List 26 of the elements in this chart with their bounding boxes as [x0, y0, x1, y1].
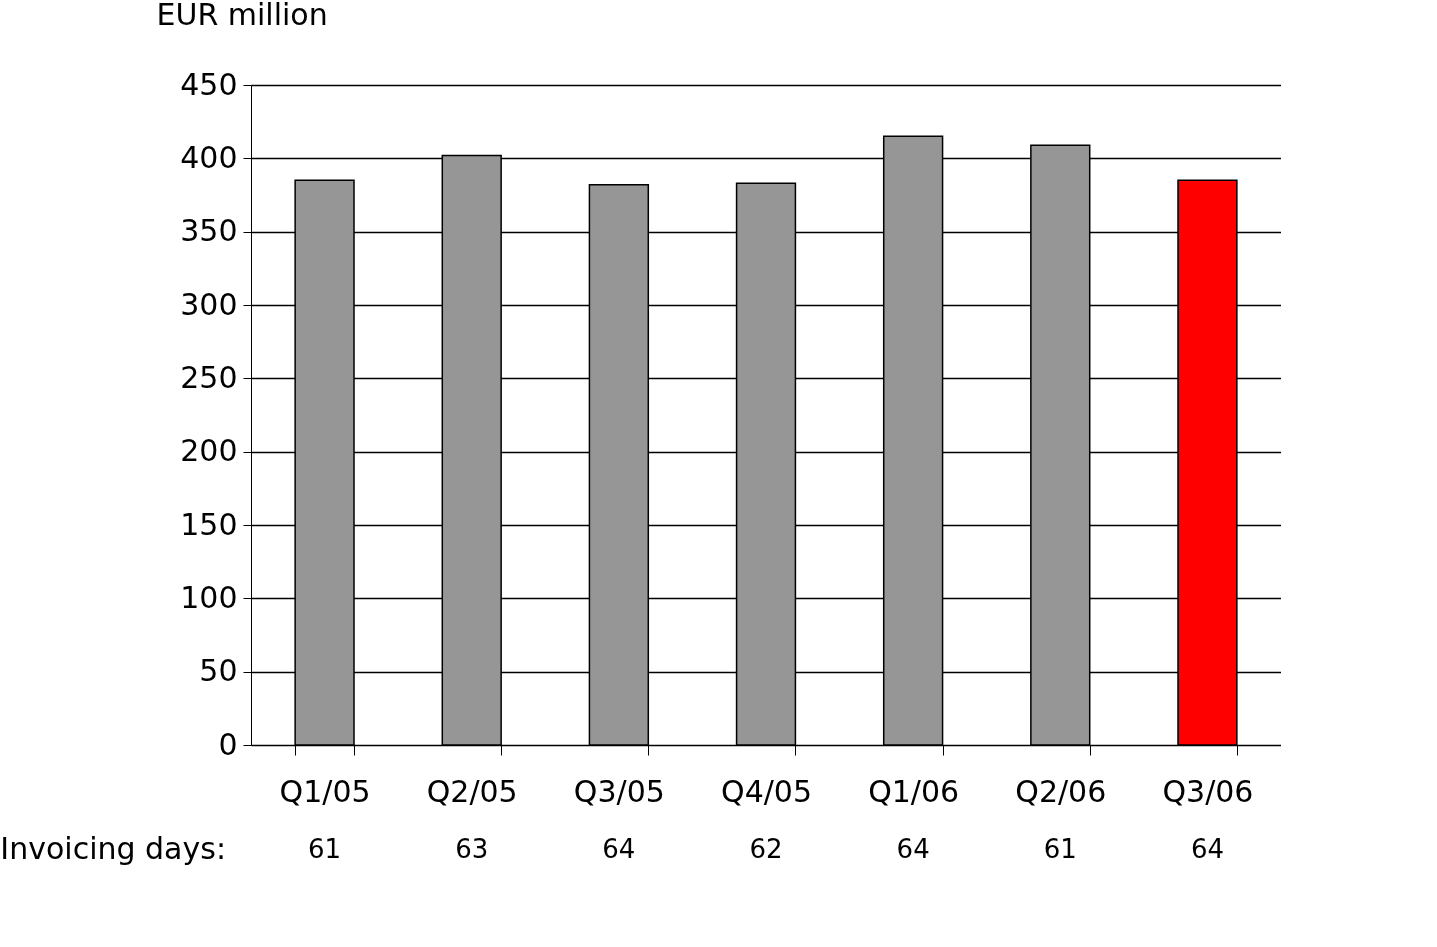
y-tick-label: 250 [180, 359, 238, 395]
y-tick-label: 450 [180, 66, 238, 102]
x-tick-label: Q4/05 [721, 773, 812, 809]
x-tick-label: Q3/05 [573, 773, 665, 809]
text: Invoicing days: [0, 831, 226, 866]
text: 64 [896, 834, 930, 864]
text: 64 [1190, 834, 1224, 864]
y-tick-label: 300 [180, 286, 238, 322]
text: 63 [455, 834, 489, 864]
x-tick-label: Q3/06 [1162, 773, 1254, 809]
text: 61 [1043, 834, 1077, 864]
x-tick-label: Q1/06 [868, 773, 960, 809]
y-axis-title: EUR million [156, 0, 328, 32]
y-tick-label: 100 [180, 579, 238, 615]
y-tick-label: 50 [199, 653, 238, 689]
text: 62 [749, 834, 783, 864]
y-tick-label: 400 [180, 139, 238, 175]
x-tick-label: Q2/05 [426, 773, 518, 809]
text: 64 [602, 834, 636, 864]
y-tick-label: 0 [218, 726, 238, 762]
x-tick-label: Q1/05 [279, 773, 371, 809]
y-tick-label: 150 [180, 506, 238, 542]
text: 61 [308, 834, 342, 864]
x-tick-label: Q2/06 [1015, 773, 1107, 809]
y-tick-label: 350 [180, 213, 238, 249]
y-tick-label: 200 [180, 433, 238, 469]
